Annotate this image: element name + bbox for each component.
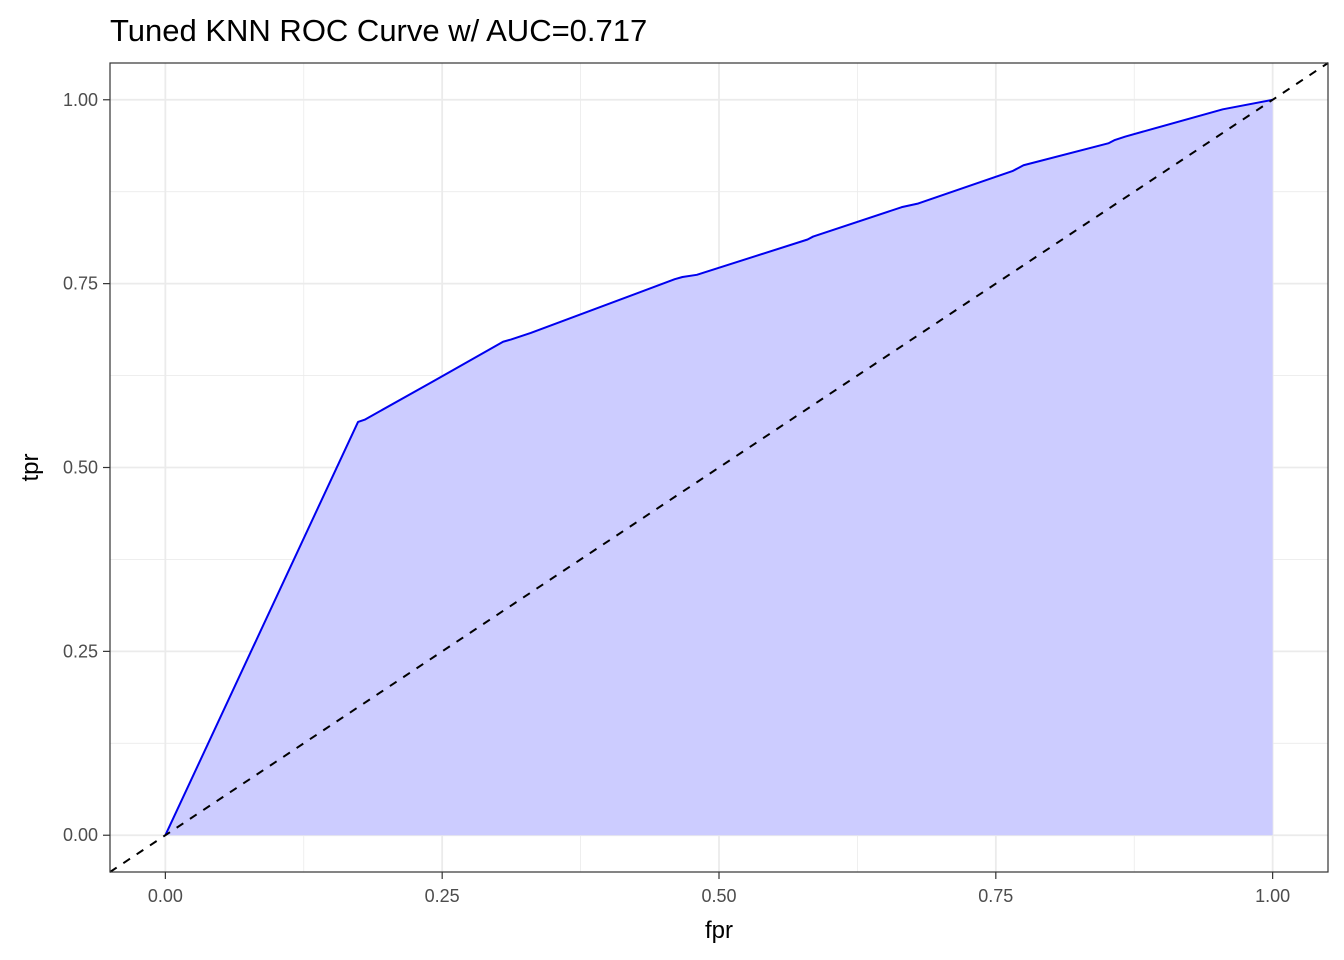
y-axis: 0.00 0.25 0.50 0.75 1.00: [63, 90, 110, 845]
reference-diagonal-line: [109, 62, 1329, 873]
x-tick-label-4: 1.00: [1255, 886, 1290, 906]
y-tick-label-4: 1.00: [63, 90, 98, 110]
y-tick-label-2: 0.50: [63, 458, 98, 478]
x-axis-title: fpr: [705, 917, 733, 944]
x-tick-label-1: 0.25: [425, 886, 460, 906]
plot-panel: [109, 62, 1329, 873]
x-axis: 0.00 0.25 0.50 0.75 1.00: [148, 872, 1290, 906]
y-tick-label-3: 0.75: [63, 274, 98, 294]
y-tick-label-1: 0.25: [63, 641, 98, 661]
x-tick-label-0: 0.00: [148, 886, 183, 906]
x-tick-label-3: 0.75: [978, 886, 1013, 906]
chart-title: Tuned KNN ROC Curve w/ AUC=0.717: [110, 13, 647, 48]
y-tick-label-0: 0.00: [63, 825, 98, 845]
x-tick-label-2: 0.50: [701, 886, 736, 906]
y-axis-title: tpr: [17, 453, 44, 481]
roc-curve-line: [164, 98, 1273, 836]
